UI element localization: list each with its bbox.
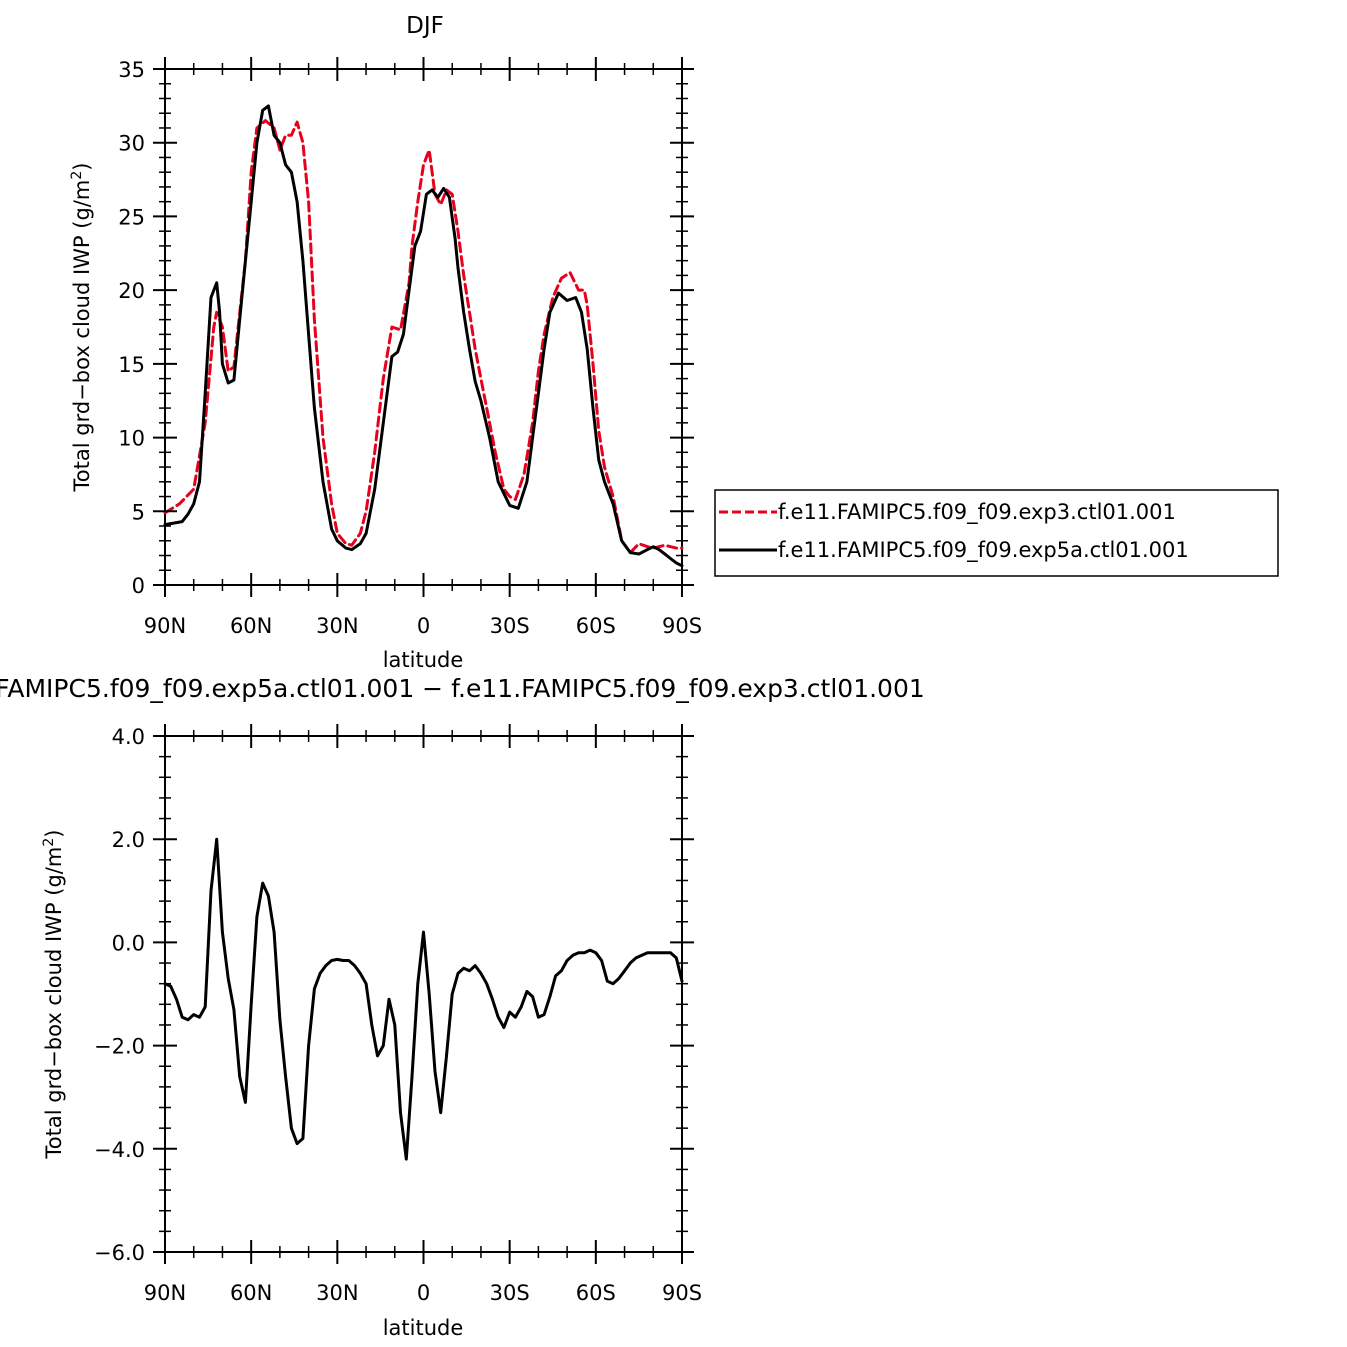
bottom-ytick-label: 4.0 [112,725,145,749]
bottom-y-axis-label: Total grd−box cloud IWP (g/m2) [41,830,66,1160]
top-x-axis-label: latitude [383,648,464,672]
top-ytick-label: 15 [118,353,145,377]
top-xtick-label: 60S [576,614,616,638]
top-ytick-label: 5 [132,500,145,524]
bottom-ytick-label: −4.0 [94,1138,145,1162]
bottom-x-axis-label: latitude [383,1316,464,1340]
top-y-axis-label: Total grd−box cloud IWP (g/m2) [69,163,94,493]
bottom-xtick-label: 90N [144,1281,186,1305]
bottom-xtick-label: 60S [576,1281,616,1305]
top-ytick-label: 10 [118,427,145,451]
top-xtick-label: 60N [230,614,272,638]
top-series-line-0 [163,119,684,555]
bottom-panel-title: f.e11.FAMIPC5.f09_f09.exp5a.ctl01.001 − … [0,674,925,703]
bottom-xtick-label: 30S [490,1281,530,1305]
top-panel-title: DJF [406,13,444,39]
legend: f.e11.FAMIPC5.f09_f09.exp3.ctl01.001 f.e… [714,489,1279,577]
bottom-ytick-label: −6.0 [94,1241,145,1265]
bottom-plot-frame [164,735,683,1253]
top-series-line-1 [163,104,684,568]
top-xtick-label: 0 [417,614,430,638]
top-ytick-label: 25 [118,205,145,229]
bottom-series-line-0 [163,837,684,1161]
bottom-panel: f.e11.FAMIPC5.f09_f09.exp5a.ctl01.001 − … [0,674,925,1340]
bottom-xtick-label: 0 [417,1281,430,1305]
top-xtick-label: 90S [662,614,702,638]
legend-box [714,489,1279,577]
legend-label-exp5a: f.e11.FAMIPC5.f09_f09.exp5a.ctl01.001 [778,538,1189,563]
top-xtick-label: 90N [144,614,186,638]
top-xtick-label: 30N [316,614,358,638]
legend-label-exp3: f.e11.FAMIPC5.f09_f09.exp3.ctl01.001 [778,500,1176,525]
bottom-ytick-label: 2.0 [112,828,145,852]
bottom-xtick-label: 60N [230,1281,272,1305]
bottom-ytick-label: −2.0 [94,1035,145,1059]
bottom-ytick-label: 0.0 [112,931,145,955]
top-ytick-label: 20 [118,279,145,303]
bottom-xtick-label: 90S [662,1281,702,1305]
top-ytick-label: 35 [118,58,145,82]
top-ytick-label: 0 [132,574,145,598]
top-plot-frame [164,68,683,586]
top-ytick-label: 30 [118,132,145,156]
bottom-xtick-label: 30N [316,1281,358,1305]
top-panel: DJF 0 5 10 15 20 25 30 35 90N 60N 30N 0 30S 60S 90S la… [69,13,702,672]
top-xtick-label: 30S [490,614,530,638]
